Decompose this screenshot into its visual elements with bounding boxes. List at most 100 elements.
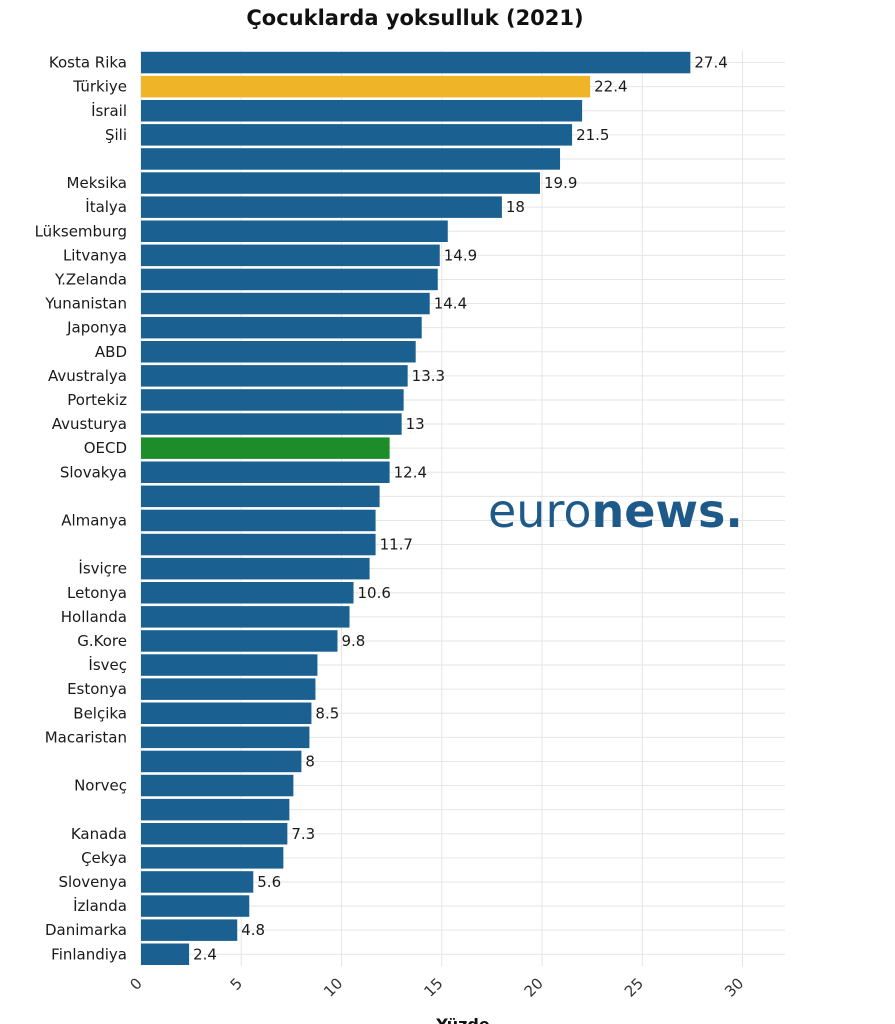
x-tick-label: 5 [227, 974, 246, 993]
bar [141, 871, 254, 893]
bar [141, 316, 422, 339]
bar [141, 533, 376, 556]
category-label: Türkiye [72, 78, 127, 96]
bar [141, 726, 310, 749]
x-tick-label: 30 [721, 974, 747, 1000]
category-label: İsveç [88, 655, 127, 674]
x-tick-label: 0 [126, 974, 145, 993]
bar [141, 582, 354, 604]
bar [141, 51, 691, 74]
category-label: Kosta Rika [49, 54, 127, 72]
category-labels: Kosta Rika Türkiye İsrail Şili Meksika İtalya… [35, 54, 128, 964]
svg-text:euronews.: euronews. [488, 484, 743, 538]
category-label: Kanada [71, 825, 127, 843]
x-tick-label: 10 [320, 974, 346, 1000]
data-label: 4.8 [241, 921, 265, 939]
category-label: Letonya [67, 584, 127, 602]
data-labels: 27.4 22.4 21.5 19.9 18 14.9 14.4 13.3 13 12.4 11.7… [193, 54, 728, 964]
category-label: İsrail [91, 101, 127, 120]
category-label: Yunanistan [44, 295, 127, 313]
data-label: 27.4 [694, 54, 727, 72]
category-label: İtalya [85, 197, 127, 216]
x-tick-label: 20 [521, 974, 547, 1000]
bar [141, 509, 376, 532]
bar [141, 124, 573, 146]
bar [141, 461, 390, 483]
bar [141, 341, 416, 363]
bar [141, 148, 561, 170]
bar [141, 678, 316, 700]
data-label: 10.6 [358, 584, 391, 602]
bar [141, 365, 408, 387]
bar [141, 172, 540, 194]
category-label: İzlanda [73, 896, 127, 915]
euronews-logo: euronews. [488, 484, 743, 538]
category-label: Macaristan [45, 728, 127, 746]
bar [141, 919, 238, 941]
x-axis-title: Yüzde [435, 1015, 490, 1024]
data-label: 19.9 [544, 174, 577, 192]
category-label: G.Kore [77, 632, 127, 650]
bar [141, 630, 338, 652]
bar [141, 437, 390, 459]
data-label: 7.3 [291, 825, 315, 843]
bar [141, 750, 302, 773]
x-axis-ticks: 0 5 10 15 20 25 30 [126, 974, 747, 1000]
data-label: 8 [305, 752, 315, 770]
category-label: Finlandiya [51, 945, 127, 963]
bar [141, 895, 250, 917]
category-label: İsviçre [78, 559, 127, 578]
category-label: Meksika [67, 174, 127, 192]
bar [141, 485, 380, 508]
category-label: Litvanya [63, 246, 127, 264]
category-label: Estonya [67, 680, 127, 698]
data-label: 2.4 [193, 945, 217, 963]
bar [141, 823, 288, 845]
data-label: 21.5 [576, 126, 609, 144]
data-label: 11.7 [380, 536, 413, 554]
category-label: Avusturya [52, 415, 127, 433]
data-label: 14.4 [434, 295, 467, 313]
bar [141, 557, 370, 580]
bar [141, 220, 448, 242]
chart-title: Çocuklarda yoksulluk (2021) [246, 6, 583, 30]
bar [141, 943, 190, 965]
category-label: Japonya [66, 319, 127, 337]
x-tick-label: 25 [621, 974, 647, 1000]
category-label: Hollanda [61, 608, 127, 626]
x-tick-label: 15 [420, 974, 446, 1000]
category-label: Slovakya [60, 463, 127, 481]
data-label: 9.8 [341, 632, 365, 650]
bar [141, 100, 583, 122]
logo-news: news. [592, 484, 743, 538]
bars [141, 51, 691, 965]
category-label: Danimarka [45, 921, 127, 939]
bar [141, 292, 430, 315]
data-label: 5.6 [257, 873, 281, 891]
data-label: 22.4 [594, 78, 627, 96]
category-label: Belçika [73, 704, 127, 722]
bar [141, 268, 438, 291]
data-label: 18 [506, 198, 525, 216]
bar [141, 244, 440, 267]
category-label: Almanya [61, 511, 127, 529]
bar [141, 413, 402, 435]
category-label: Avustralya [48, 367, 127, 385]
bar [141, 606, 350, 628]
category-label: Lüksemburg [35, 222, 127, 240]
data-label: 14.9 [444, 246, 477, 264]
data-label: 13.3 [412, 367, 445, 385]
bar [141, 389, 404, 411]
data-label: 8.5 [315, 704, 339, 722]
data-label: 13 [406, 415, 425, 433]
category-label: ABD [95, 343, 127, 361]
bar [141, 702, 312, 724]
category-label: Y.Zelanda [54, 270, 127, 288]
category-label: Norveç [74, 777, 127, 795]
category-label: OECD [84, 439, 127, 457]
logo-euro: euro [488, 484, 592, 538]
category-label: Slovenya [58, 873, 127, 891]
bar [141, 654, 318, 676]
bar [141, 75, 591, 98]
